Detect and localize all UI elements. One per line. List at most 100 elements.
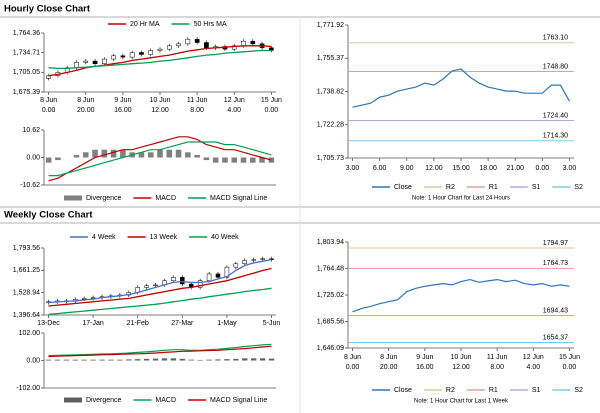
candle-body	[166, 45, 172, 50]
macd-line	[48, 136, 272, 182]
divergence-bar	[242, 358, 248, 361]
y-tick-label: -102.00	[16, 385, 40, 392]
divergence-bar	[152, 358, 159, 361]
legend-label: MACD Signal Line	[210, 195, 267, 202]
x-tick-label: 9.00	[400, 165, 414, 172]
divergence-bar	[194, 154, 200, 158]
divergence-bar	[143, 358, 150, 361]
x-tick-label: 0.00	[265, 107, 279, 114]
legend-label: S1	[532, 387, 541, 394]
macd-line	[48, 343, 272, 357]
x-tick-label: 0.00	[346, 364, 360, 371]
divergence-bar	[147, 152, 154, 158]
candle-body	[101, 58, 107, 64]
x-tick-label: 18.00	[479, 165, 497, 172]
y-tick-label: 1,396.64	[13, 312, 40, 319]
divergence-bar	[185, 152, 191, 158]
candle-body	[269, 258, 274, 260]
legend-label: MACD Signal Line	[210, 397, 267, 404]
level-label: 1714.30	[543, 133, 568, 140]
divergence-bar	[72, 359, 78, 361]
x-tick-label: 16.00	[114, 107, 132, 114]
x-tick-label: 0.00	[42, 107, 56, 114]
legend-label: MACD	[155, 397, 176, 404]
candle-body	[153, 284, 158, 286]
divergence-bar	[81, 359, 87, 361]
divergence-bar	[54, 359, 61, 361]
x-tick-label: 27-Mar	[171, 320, 194, 327]
divergence-bar	[233, 358, 239, 361]
legend-swatch	[64, 397, 82, 403]
divergence-bar	[188, 359, 194, 361]
x-tick-label: 15 Jun	[261, 97, 282, 104]
note: Note: 1 Hour Chart for Last 24 Hours	[412, 196, 510, 202]
candle-body	[92, 60, 98, 64]
x-tick-label: 12.00	[151, 107, 169, 114]
candle-body	[194, 38, 200, 43]
divergence-bar	[101, 149, 108, 158]
divergence-bar	[82, 152, 89, 158]
x-tick-label: 8.00	[490, 364, 504, 371]
divergence-bar	[73, 154, 80, 158]
candle-body	[250, 40, 256, 45]
x-tick-label: 15.00	[452, 165, 470, 172]
divergence-bar	[170, 358, 177, 361]
x-tick-label: 20.00	[380, 364, 398, 371]
x-tick-label: 3.00	[563, 165, 577, 172]
legend-label: R1	[489, 387, 498, 394]
legend-label: S1	[532, 184, 541, 191]
y-tick-label: 1,755.37	[317, 55, 344, 62]
candle-body	[233, 263, 239, 268]
legend-label: 50 Hrs MA	[194, 21, 227, 28]
y-tick-label: 1,764.48	[317, 265, 344, 272]
y-tick-label: 0.00	[26, 154, 40, 161]
candle-body	[139, 52, 144, 55]
candle-body	[176, 43, 181, 47]
x-tick-label: 8 Jun	[77, 97, 94, 104]
legend-label: 40 Week	[211, 234, 239, 241]
divergence-bar	[222, 157, 228, 163]
section-title: Hourly Close Chart	[4, 4, 91, 15]
candle-body	[206, 273, 212, 281]
y-tick-label: 1,675.39	[13, 89, 40, 96]
candle-body	[215, 273, 221, 278]
legend-label: Divergence	[86, 397, 122, 404]
candle-body	[241, 40, 246, 47]
candle-body	[157, 48, 163, 51]
divergence-bar	[259, 157, 265, 163]
divergence-bar	[99, 359, 105, 361]
legend-label: Close	[394, 387, 412, 394]
divergence-bar	[197, 359, 203, 361]
y-tick-label: 1,725.02	[317, 292, 344, 299]
legend-label: Divergence	[86, 195, 122, 202]
candle-body	[148, 50, 154, 55]
legend-label: 13 Week	[150, 234, 178, 241]
divergence-bar	[212, 157, 219, 163]
divergence-bar	[63, 359, 69, 361]
note: Note: 1 Hour Chart for Last 1 Week	[414, 399, 509, 405]
macd-line	[48, 141, 272, 177]
divergence-bar	[231, 157, 238, 163]
y-tick-label: 1,705.05	[13, 69, 40, 76]
y-tick-label: 1,803.94	[317, 239, 344, 246]
level-label: 1724.40	[543, 112, 568, 119]
x-tick-label: 11 Jun	[187, 97, 208, 104]
legend-label: S2	[574, 387, 583, 394]
divergence-bar	[157, 149, 163, 158]
candle-body	[242, 260, 248, 265]
divergence-bar	[166, 149, 173, 158]
divergence-bar	[135, 359, 141, 361]
divergence-bar	[92, 149, 98, 158]
y-tick-label: 1,738.82	[317, 88, 344, 95]
candle-body	[74, 62, 79, 68]
x-tick-label: 15 Jun	[559, 354, 580, 361]
ma-line	[48, 287, 272, 316]
ma-line	[48, 258, 272, 304]
candle-body	[81, 298, 87, 300]
y-tick-label: 102.00	[19, 330, 41, 337]
y-tick-label: 1,793.56	[13, 245, 40, 252]
x-tick-label: 10 Jun	[450, 354, 471, 361]
y-tick-label: 1,685.56	[317, 318, 344, 325]
x-tick-label: 1-May	[217, 320, 237, 327]
x-tick-label: 4.00	[527, 364, 541, 371]
